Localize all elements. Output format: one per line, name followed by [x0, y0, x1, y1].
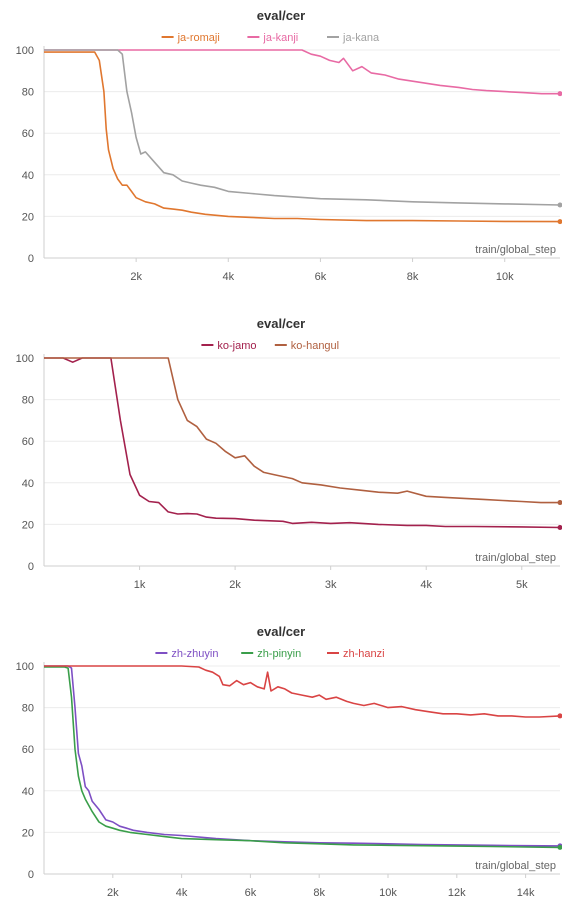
legend-label: ja-kanji — [262, 32, 298, 44]
series-endpoint-ja-kana — [558, 202, 562, 207]
chart-title: eval/cer — [257, 624, 305, 639]
legend-item: zh-pinyin — [241, 648, 301, 660]
legend-label: zh-zhuyin — [171, 648, 218, 660]
legend-item: ko-hangul — [275, 340, 339, 352]
y-tick-label: 40 — [22, 786, 34, 798]
x-tick-label: 4k — [222, 271, 234, 283]
chart-zh: eval/cer zh-zhuyin zh-pinyin zh-hanzi 0 20 40 6… — [0, 616, 562, 906]
y-tick-label: 20 — [22, 827, 34, 839]
y-tick-label: 100 — [16, 661, 34, 673]
x-tick-label: 10k — [379, 887, 397, 899]
y-tick-label: 60 — [22, 744, 34, 756]
x-tick-label: 3k — [325, 579, 337, 591]
series-line-ja-kana — [44, 50, 560, 205]
legend-item: ja-romaji — [162, 32, 220, 44]
x-tick-label: 2k — [107, 887, 119, 899]
y-tick-label: 60 — [22, 128, 34, 140]
legend-label: zh-hanzi — [343, 648, 385, 660]
y-tick-label: 80 — [22, 87, 34, 99]
x-tick-label: 1k — [134, 579, 146, 591]
y-tick-label: 0 — [28, 253, 34, 265]
chart-title: eval/cer — [257, 8, 305, 23]
x-tick-label: 6k — [245, 887, 257, 899]
x-tick-label: 10k — [496, 271, 514, 283]
y-tick-label: 0 — [28, 869, 34, 881]
chart-ja: eval/cer ja-romaji ja-kanji ja-kana 0 20 40 60 8… — [0, 0, 562, 290]
x-tick-label: 6k — [315, 271, 327, 283]
x-tick-label: 14k — [517, 887, 535, 899]
series-line-zh-zhuyin — [44, 666, 560, 846]
x-tick-label: 2k — [229, 579, 241, 591]
y-tick-label: 20 — [22, 211, 34, 223]
y-tick-label: 40 — [22, 478, 34, 490]
chart-panel-zh: eval/cer zh-zhuyin zh-pinyin zh-hanzi 0 20 40 6… — [0, 616, 562, 906]
y-tick-label: 80 — [22, 395, 34, 407]
series-line-zh-hanzi — [44, 666, 560, 717]
legend-item: zh-hanzi — [327, 648, 385, 660]
legend-item: ja-kana — [327, 32, 380, 44]
legend: ja-romaji ja-kanji ja-kana — [162, 32, 380, 44]
legend-item: zh-zhuyin — [155, 648, 218, 660]
x-axis-label: train/global_step — [475, 860, 556, 872]
legend-item: ja-kanji — [247, 32, 298, 44]
legend-label: ja-kana — [342, 32, 380, 44]
legend-label: ko-hangul — [291, 340, 339, 352]
legend: zh-zhuyin zh-pinyin zh-hanzi — [155, 648, 384, 660]
series-endpoint-ko-hangul — [558, 500, 562, 505]
x-tick-label: 2k — [130, 271, 142, 283]
series-endpoint-ko-jamo — [558, 525, 562, 530]
x-axis-label: train/global_step — [475, 244, 556, 256]
legend-item: ko-jamo — [201, 340, 256, 352]
legend-label: ko-jamo — [217, 340, 256, 352]
legend-label: ja-romaji — [177, 32, 220, 44]
series-line-ja-kanji — [44, 50, 560, 94]
x-tick-label: 5k — [516, 579, 528, 591]
x-tick-label: 8k — [407, 271, 419, 283]
y-tick-label: 20 — [22, 519, 34, 531]
legend: ko-jamo ko-hangul — [201, 340, 339, 352]
series-endpoint-ja-romaji — [558, 219, 562, 224]
y-tick-label: 80 — [22, 703, 34, 715]
y-tick-label: 100 — [16, 45, 34, 57]
legend-label: zh-pinyin — [257, 648, 301, 660]
y-tick-label: 100 — [16, 353, 34, 365]
series-line-ja-romaji — [44, 52, 560, 222]
x-tick-label: 4k — [420, 579, 432, 591]
y-tick-label: 40 — [22, 170, 34, 182]
x-tick-label: 12k — [448, 887, 466, 899]
y-tick-label: 60 — [22, 436, 34, 448]
x-tick-label: 4k — [176, 887, 188, 899]
series-line-zh-pinyin — [44, 667, 560, 847]
x-axis-label: train/global_step — [475, 552, 556, 564]
chart-panel-ja: eval/cer ja-romaji ja-kanji ja-kana 0 20 40 60 8… — [0, 0, 562, 290]
series-endpoint-zh-hanzi — [558, 713, 562, 718]
series-line-ko-jamo — [44, 358, 560, 528]
chart-title: eval/cer — [257, 316, 305, 331]
x-tick-label: 8k — [313, 887, 325, 899]
y-tick-label: 0 — [28, 561, 34, 573]
